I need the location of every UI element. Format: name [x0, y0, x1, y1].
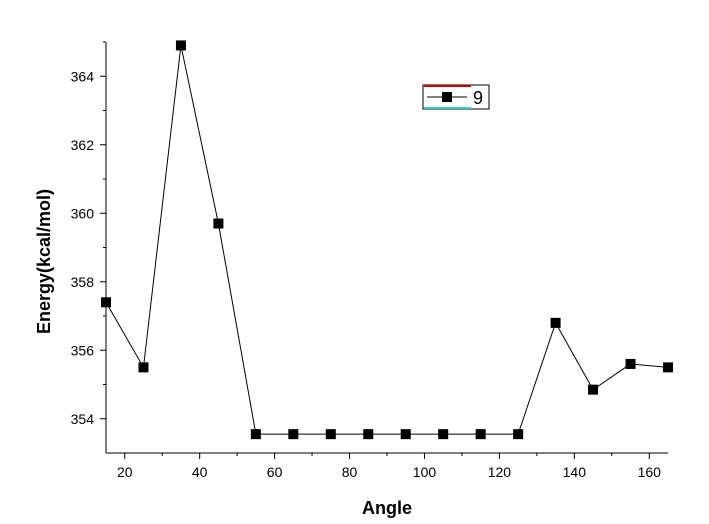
y-tick-label: 364 — [71, 68, 95, 84]
y-tick-label: 354 — [71, 411, 95, 427]
data-point-marker — [363, 429, 374, 440]
legend: 9 — [422, 84, 490, 110]
y-axis-title: Energy(kcal/mol) — [34, 189, 54, 334]
y-tick-label: 358 — [71, 274, 95, 290]
x-tick-label: 40 — [192, 464, 208, 480]
x-axis-ticks: 20 40 60 80 100 120 140 160 — [117, 453, 661, 480]
y-axis-ticks: 354 356 358 360 362 364 — [71, 41, 106, 427]
data-point-marker — [663, 362, 673, 373]
x-tick-label: 120 — [488, 464, 512, 480]
y-tick-label: 356 — [71, 342, 95, 358]
data-point-marker — [213, 218, 224, 229]
data-point-marker — [550, 317, 561, 328]
data-point-marker — [325, 429, 336, 440]
y-tick-label: 362 — [71, 137, 95, 153]
x-tick-label: 80 — [342, 464, 358, 480]
x-tick-label: 100 — [413, 464, 437, 480]
x-tick-label: 60 — [267, 464, 283, 480]
data-point-marker — [288, 429, 299, 440]
data-point-marker — [138, 362, 149, 373]
plot-frame — [105, 42, 668, 454]
data-point-marker — [101, 297, 111, 308]
data-point-marker — [513, 429, 524, 440]
data-point-marker — [475, 429, 486, 440]
data-point-marker — [175, 40, 186, 51]
series-line-9 — [105, 45, 669, 435]
x-axis-title: Angle — [362, 498, 412, 518]
series-markers-9 — [101, 40, 673, 440]
x-tick-label: 160 — [638, 464, 662, 480]
legend-entry-label: 9 — [473, 88, 483, 108]
data-point-marker — [250, 429, 261, 440]
data-point-marker — [438, 429, 449, 440]
data-point-marker — [400, 429, 411, 440]
data-point-marker — [625, 358, 636, 369]
legend-sample-marker — [442, 92, 452, 102]
data-point-marker — [588, 384, 599, 395]
y-tick-label: 360 — [71, 205, 95, 221]
x-tick-label: 20 — [117, 464, 133, 480]
x-tick-label: 140 — [563, 464, 587, 480]
